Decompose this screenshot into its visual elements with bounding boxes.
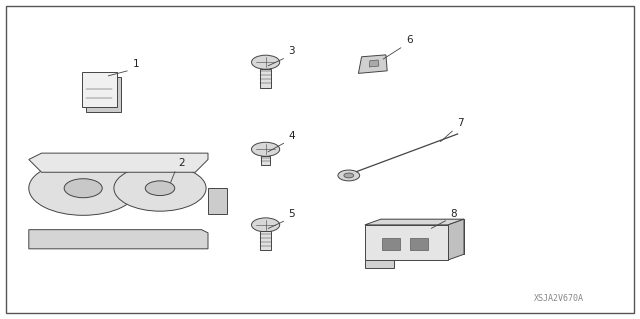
- Text: 6: 6: [406, 35, 412, 45]
- Circle shape: [252, 55, 280, 69]
- Polygon shape: [82, 72, 116, 107]
- Circle shape: [338, 170, 360, 181]
- Polygon shape: [365, 219, 464, 225]
- Polygon shape: [29, 153, 208, 172]
- Text: XSJA2V670A: XSJA2V670A: [534, 294, 584, 303]
- Text: 7: 7: [457, 118, 463, 128]
- Polygon shape: [448, 219, 464, 260]
- Bar: [382, 238, 400, 250]
- Polygon shape: [260, 69, 271, 88]
- Polygon shape: [86, 77, 122, 112]
- Text: 1: 1: [132, 59, 139, 69]
- Circle shape: [145, 181, 175, 196]
- Text: 5: 5: [289, 209, 295, 219]
- Polygon shape: [369, 60, 379, 67]
- Text: 8: 8: [451, 209, 457, 219]
- Text: 3: 3: [289, 47, 295, 56]
- Polygon shape: [261, 156, 270, 165]
- Circle shape: [64, 179, 102, 198]
- Text: 2: 2: [179, 158, 185, 168]
- Text: 4: 4: [289, 131, 295, 141]
- Polygon shape: [365, 260, 394, 268]
- Circle shape: [344, 173, 354, 178]
- Circle shape: [252, 142, 280, 156]
- Bar: [410, 238, 428, 250]
- Circle shape: [29, 161, 138, 215]
- Circle shape: [252, 218, 280, 232]
- Polygon shape: [29, 230, 208, 249]
- Polygon shape: [260, 231, 271, 250]
- Circle shape: [114, 165, 206, 211]
- Polygon shape: [358, 55, 387, 73]
- Polygon shape: [365, 225, 448, 260]
- Polygon shape: [208, 188, 227, 214]
- Polygon shape: [381, 219, 464, 254]
